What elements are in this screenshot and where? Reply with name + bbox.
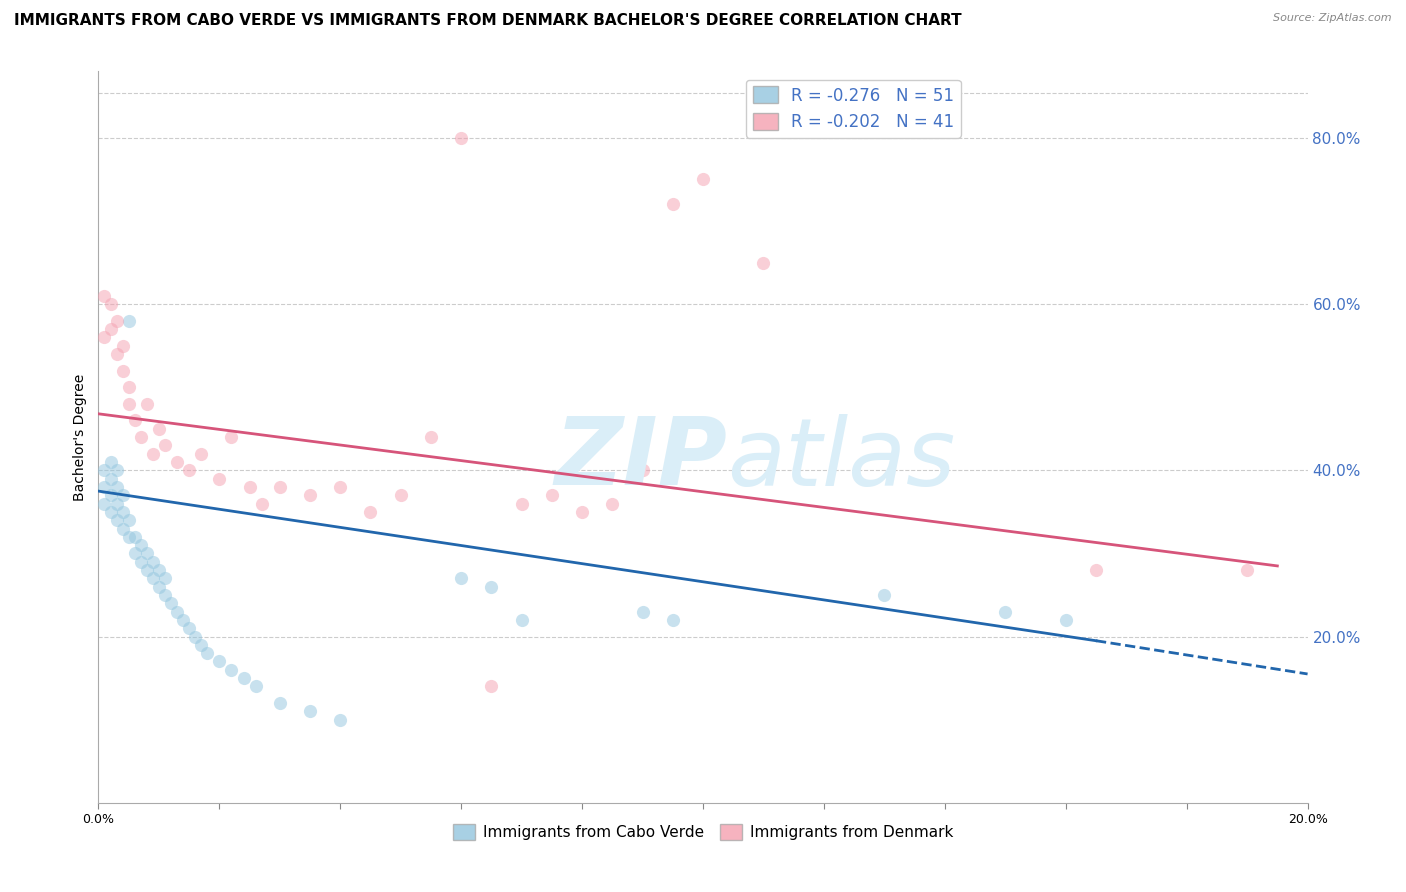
Text: IMMIGRANTS FROM CABO VERDE VS IMMIGRANTS FROM DENMARK BACHELOR'S DEGREE CORRELAT: IMMIGRANTS FROM CABO VERDE VS IMMIGRANTS… [14, 13, 962, 29]
Point [100, 488, 122, 502]
Point [299, 488, 322, 502]
Point [142, 571, 165, 585]
Point [329, 480, 352, 494]
Point [153, 588, 176, 602]
Point [105, 314, 128, 328]
Point [873, 588, 896, 602]
Point [245, 680, 267, 694]
Point [450, 131, 472, 145]
Point [93, 480, 115, 494]
Point [1054, 613, 1077, 627]
Point [510, 497, 533, 511]
Text: ZIP: ZIP [554, 413, 727, 505]
Point [124, 546, 146, 560]
Point [631, 463, 654, 477]
Point [481, 580, 503, 594]
Point [153, 571, 176, 585]
Point [195, 646, 218, 660]
Point [661, 197, 683, 211]
Point [124, 530, 146, 544]
Point [93, 497, 115, 511]
Point [420, 430, 443, 444]
Point [118, 513, 141, 527]
Point [118, 397, 141, 411]
Point [571, 505, 593, 519]
Point [510, 613, 533, 627]
Point [166, 605, 188, 619]
Point [360, 505, 382, 519]
Text: atlas: atlas [727, 414, 956, 505]
Point [105, 497, 128, 511]
Point [329, 713, 352, 727]
Point [752, 255, 775, 269]
Point [111, 338, 134, 352]
Point [111, 505, 134, 519]
Point [100, 472, 122, 486]
Point [232, 671, 254, 685]
Point [602, 497, 624, 511]
Legend: Immigrants from Cabo Verde, Immigrants from Denmark: Immigrants from Cabo Verde, Immigrants f… [447, 818, 959, 847]
Point [129, 430, 152, 444]
Point [100, 297, 122, 311]
Point [105, 347, 128, 361]
Point [135, 563, 157, 577]
Point [105, 463, 128, 477]
Point [93, 330, 115, 344]
Point [1085, 563, 1108, 577]
Point [160, 596, 183, 610]
Point [142, 555, 165, 569]
Point [129, 538, 152, 552]
Point [692, 172, 714, 186]
Point [299, 705, 322, 719]
Point [142, 447, 165, 461]
Point [153, 438, 176, 452]
Point [190, 638, 212, 652]
Point [239, 480, 262, 494]
Point [111, 521, 134, 535]
Point [172, 613, 194, 627]
Point [389, 488, 412, 502]
Point [250, 497, 273, 511]
Point [105, 513, 128, 527]
Point [661, 613, 683, 627]
Point [118, 380, 141, 394]
Point [148, 580, 170, 594]
Point [190, 447, 212, 461]
Point [111, 363, 134, 377]
Point [93, 289, 115, 303]
Point [148, 563, 170, 577]
Point [994, 605, 1017, 619]
Point [269, 696, 291, 710]
Point [124, 413, 146, 427]
Point [631, 605, 654, 619]
Point [179, 463, 201, 477]
Point [540, 488, 562, 502]
Point [166, 455, 188, 469]
Point [269, 480, 291, 494]
Point [208, 655, 231, 669]
Point [208, 472, 231, 486]
Point [105, 480, 128, 494]
Point [135, 546, 157, 560]
Point [100, 455, 122, 469]
Point [93, 463, 115, 477]
Point [221, 430, 243, 444]
Point [1236, 563, 1258, 577]
Point [221, 663, 243, 677]
Point [184, 630, 207, 644]
Point [481, 680, 503, 694]
Point [148, 422, 170, 436]
Point [118, 530, 141, 544]
Text: Source: ZipAtlas.com: Source: ZipAtlas.com [1274, 13, 1392, 23]
Point [100, 322, 122, 336]
Point [111, 488, 134, 502]
Point [100, 505, 122, 519]
Point [129, 555, 152, 569]
Point [450, 571, 472, 585]
Point [135, 397, 157, 411]
Point [179, 621, 201, 635]
Y-axis label: Bachelor's Degree: Bachelor's Degree [73, 374, 87, 500]
Point [118, 314, 141, 328]
